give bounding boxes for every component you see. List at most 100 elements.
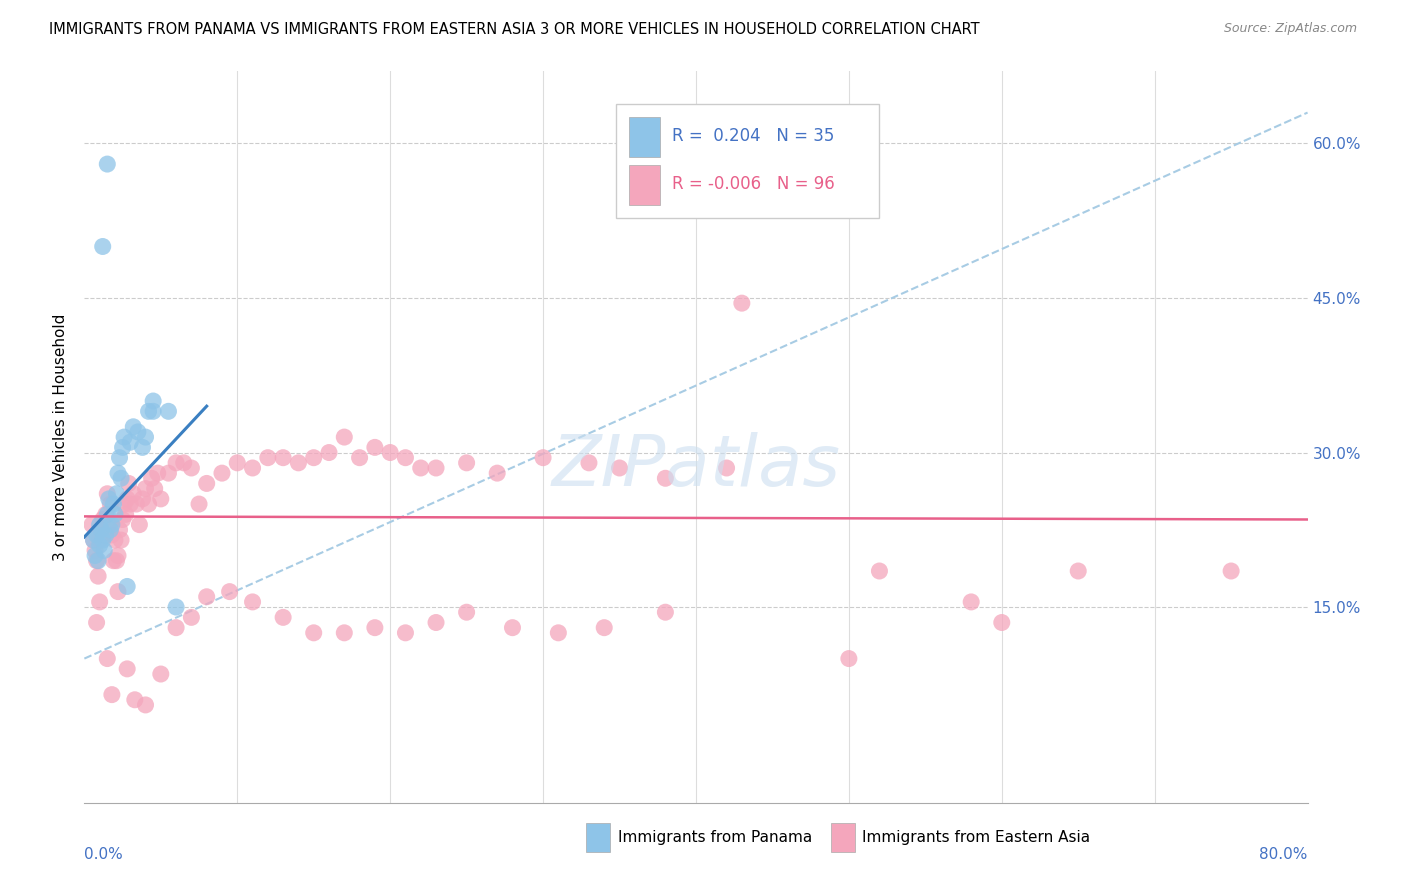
Point: [195, 590, 218, 604]
Point: [96, 508, 118, 522]
Point: [257, 450, 280, 465]
Point: [486, 466, 509, 480]
Point: [226, 456, 249, 470]
Point: [157, 404, 180, 418]
Point: [157, 466, 180, 480]
Point: [318, 445, 340, 459]
Point: [91, 512, 114, 526]
Point: [609, 461, 631, 475]
Point: [654, 605, 676, 619]
Point: [364, 441, 387, 455]
Point: [114, 508, 136, 522]
Point: [135, 698, 157, 712]
Point: [287, 456, 309, 470]
Point: [89, 533, 111, 547]
Point: [271, 610, 294, 624]
Point: [456, 605, 478, 619]
Point: [124, 693, 146, 707]
Point: [83, 533, 105, 547]
Point: [83, 533, 105, 547]
Point: [115, 579, 138, 593]
Point: [112, 497, 135, 511]
Point: [380, 445, 402, 459]
Point: [86, 615, 108, 630]
Point: [991, 615, 1014, 630]
Point: [103, 497, 125, 511]
Point: [101, 528, 124, 542]
Point: [302, 450, 325, 465]
Point: [89, 595, 111, 609]
Point: [142, 404, 165, 418]
Point: [93, 543, 115, 558]
Point: [96, 487, 118, 501]
FancyBboxPatch shape: [616, 104, 880, 218]
FancyBboxPatch shape: [628, 165, 661, 205]
Point: [138, 404, 160, 418]
Point: [131, 441, 153, 455]
Point: [108, 450, 131, 465]
Point: [96, 651, 118, 665]
Point: [104, 508, 127, 522]
Point: [91, 239, 114, 253]
Point: [143, 482, 166, 496]
Point: [180, 610, 202, 624]
Point: [97, 517, 120, 532]
Point: [302, 625, 325, 640]
Point: [111, 441, 134, 455]
Point: [593, 621, 616, 635]
Point: [94, 528, 117, 542]
Point: [1220, 564, 1243, 578]
Point: [149, 667, 172, 681]
Point: [425, 615, 447, 630]
Point: [165, 456, 187, 470]
Point: [869, 564, 891, 578]
Point: [394, 625, 416, 640]
Point: [89, 538, 111, 552]
Text: Source: ZipAtlas.com: Source: ZipAtlas.com: [1223, 22, 1357, 36]
Text: R =  0.204   N = 35: R = 0.204 N = 35: [672, 127, 834, 145]
Point: [195, 476, 218, 491]
Point: [105, 487, 128, 501]
Point: [108, 523, 131, 537]
Point: [98, 523, 121, 537]
Point: [188, 497, 211, 511]
Point: [1067, 564, 1090, 578]
Point: [531, 450, 554, 465]
Point: [165, 621, 187, 635]
Point: [135, 430, 157, 444]
Point: [110, 471, 132, 485]
Text: Immigrants from Eastern Asia: Immigrants from Eastern Asia: [862, 830, 1091, 845]
Point: [96, 157, 118, 171]
Point: [84, 549, 107, 563]
Point: [173, 456, 195, 470]
Point: [90, 523, 112, 537]
Point: [211, 466, 233, 480]
Point: [91, 533, 114, 547]
Point: [135, 482, 157, 496]
Point: [107, 549, 129, 563]
Text: R = -0.006   N = 96: R = -0.006 N = 96: [672, 175, 834, 193]
Point: [409, 461, 432, 475]
Point: [138, 497, 160, 511]
Point: [115, 491, 138, 506]
FancyBboxPatch shape: [586, 822, 610, 852]
Point: [838, 651, 860, 665]
Point: [110, 533, 132, 547]
Point: [128, 517, 150, 532]
Point: [97, 491, 120, 506]
Point: [731, 296, 754, 310]
Point: [111, 512, 134, 526]
Point: [122, 487, 145, 501]
Point: [271, 450, 294, 465]
Point: [98, 497, 121, 511]
Point: [105, 554, 128, 568]
Point: [120, 435, 142, 450]
Point: [90, 523, 112, 537]
Point: [127, 425, 149, 439]
Point: [103, 554, 125, 568]
Point: [502, 621, 524, 635]
Point: [87, 569, 110, 583]
Point: [89, 517, 111, 532]
Point: [125, 497, 148, 511]
Point: [333, 430, 356, 444]
